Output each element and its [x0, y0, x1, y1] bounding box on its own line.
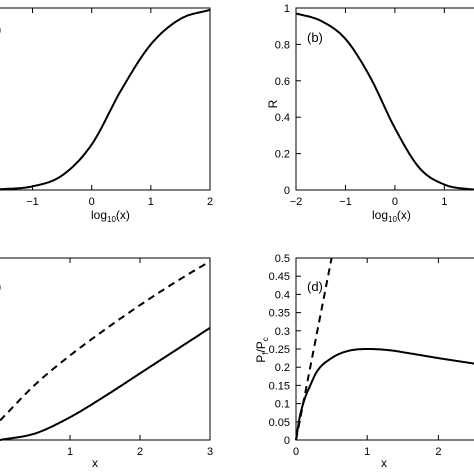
panel-c-frame — [0, 257, 211, 441]
panel-c-label: ) — [0, 279, 1, 294]
panel-d-y-tick-label: 0.15 — [269, 380, 290, 392]
panel-d-ylabel: Pf/Pc — [254, 337, 270, 363]
panel-c-xlabel: x — [92, 456, 98, 470]
panel-d-y-tick-label: 0.4 — [275, 289, 290, 301]
panel-b-y-tick-label: 0.6 — [275, 76, 290, 88]
panel-a-x-tick-label: 2 — [207, 196, 213, 208]
panel-b-x-tick-label: 0 — [392, 196, 398, 208]
panel-d-xlabel: x — [381, 456, 387, 470]
panel-d-label: (d) — [307, 279, 323, 294]
panel-a-ticks: −1 0 1 2 — [26, 8, 213, 208]
panel-d-x-tick-label: 2 — [435, 446, 441, 458]
panel-d-y-tick-label: 0 — [284, 435, 290, 447]
panel-b-y-tick-label: 0 — [284, 185, 290, 197]
panel-d-y-tick-label: 0.25 — [269, 344, 290, 356]
panel-b-x-tick-label: 1 — [441, 196, 447, 208]
panel-b-y-tick-label: 0.4 — [275, 112, 290, 124]
panel-b-xlabel: log10(x) — [372, 208, 411, 224]
panel-d-x-tick-label: 1 — [364, 446, 370, 458]
panel-b-frame — [295, 7, 474, 191]
panel-b-ticks: −2 −1 0 1 0 0.2 0.4 0.6 0.8 1 — [275, 3, 448, 208]
panel-c-x-tick-label: 1 — [67, 446, 73, 458]
panel-d-y-tick-label: 0.35 — [269, 308, 290, 320]
panel-c-x-tick-label: 2 — [137, 446, 143, 458]
panel-d-x-tick-label: 0 — [293, 446, 299, 458]
panel-b-y-tick-label: 1 — [284, 3, 290, 15]
panel-c-solid-curve — [0, 327, 211, 441]
panel-d-y-tick-label: 0.45 — [269, 271, 290, 283]
panel-d-y-tick-label: 0.05 — [269, 417, 290, 429]
panel-b-y-tick-label: 0.8 — [275, 39, 290, 51]
panel-a: ) −1 0 1 2 log10(x) — [0, 7, 213, 224]
panel-d-solid-curve — [295, 348, 474, 441]
panel-c: ) 1 2 3 x — [0, 257, 213, 470]
panel-a-x-tick-label: 1 — [148, 196, 154, 208]
panel-a-x-tick-label: −1 — [26, 196, 39, 208]
panel-a-label: ) — [0, 22, 1, 37]
panel-c-x-tick-label: 3 — [207, 446, 213, 458]
panel-b-solid-curve — [295, 12, 474, 191]
panel-d-y-tick-label: 0.5 — [275, 253, 290, 265]
panel-d-y-tick-label: 0.2 — [275, 362, 290, 374]
panel-d: (d) 0 1 2 0 0.05 0.1 0.15 0.2 0.25 0.3 0.35 0.4 0.45… — [254, 253, 474, 470]
panel-c-ticks: 1 2 3 — [67, 258, 213, 458]
panel-a-x-tick-label: 0 — [89, 196, 95, 208]
panel-a-frame — [0, 7, 211, 191]
panel-c-dashed-curve — [0, 260, 211, 422]
panel-d-y-tick-label: 0.3 — [275, 326, 290, 338]
panel-b-x-tick-label: −1 — [339, 196, 352, 208]
panel-b-x-tick-label: −2 — [290, 196, 303, 208]
panel-b-y-tick-label: 0.2 — [275, 149, 290, 161]
panel-a-xlabel: log10(x) — [91, 208, 130, 224]
panel-d-ticks: 0 1 2 0 0.05 0.1 0.15 0.2 0.25 0.3 0.35 0.4 0.45 0.5 — [269, 253, 442, 458]
panel-b-label: (b) — [307, 30, 323, 45]
panel-a-solid-curve — [0, 8, 211, 191]
panel-b-ylabel: R — [266, 99, 280, 108]
panel-d-y-tick-label: 0.1 — [275, 399, 290, 411]
panel-b: (b) −2 −1 0 1 0 0.2 0.4 0.6 0.8 1 R log10(x) — [266, 3, 474, 224]
